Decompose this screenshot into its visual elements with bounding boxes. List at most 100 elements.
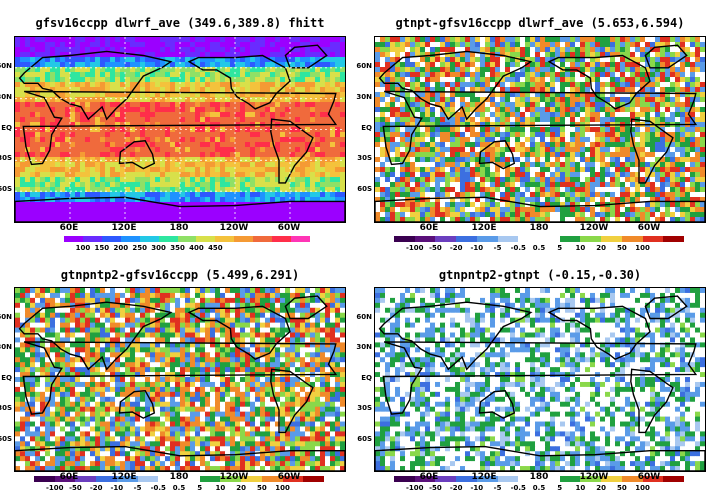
- field-cell: [470, 117, 476, 123]
- field-cell: [440, 47, 446, 53]
- field-cell: [190, 132, 196, 138]
- field-cell: [225, 212, 231, 218]
- field-cell: [180, 207, 186, 213]
- field-cell: [185, 92, 191, 98]
- field-cell: [335, 152, 341, 158]
- field-cell: [320, 127, 326, 133]
- field-cell: [380, 87, 386, 93]
- field-cell: [695, 127, 701, 133]
- field-cell: [75, 107, 81, 113]
- field-cell: [560, 42, 566, 48]
- field-cell: [570, 187, 576, 193]
- field-cell: [700, 97, 705, 103]
- field-cell: [470, 77, 476, 83]
- field-cell: [265, 52, 271, 58]
- field-cell: [480, 157, 486, 163]
- field-cell: [260, 217, 266, 222]
- field-cell: [500, 92, 506, 98]
- field-cell: [295, 52, 301, 58]
- field-cell: [65, 192, 71, 198]
- field-cell: [460, 82, 466, 88]
- field-cell: [595, 157, 601, 163]
- field-cell: [455, 217, 461, 222]
- map-field: [15, 288, 345, 471]
- field-cell: [110, 147, 116, 153]
- field-cell: [685, 207, 691, 213]
- field-cell: [180, 67, 186, 73]
- field-cell: [120, 47, 126, 53]
- field-cell: [425, 37, 431, 43]
- field-cell: [95, 122, 101, 128]
- field-cell: [610, 112, 616, 118]
- field-cell: [565, 167, 571, 173]
- field-cell: [450, 162, 456, 168]
- field-cell: [485, 112, 491, 118]
- field-cell: [180, 187, 186, 193]
- field-cell: [435, 212, 441, 218]
- field-cell: [275, 202, 281, 208]
- field-cell: [650, 102, 656, 108]
- field-cell: [660, 57, 666, 63]
- field-cell: [660, 142, 666, 148]
- field-cell: [235, 132, 241, 138]
- field-cell: [95, 47, 101, 53]
- field-cell: [565, 157, 571, 163]
- field-cell: [555, 107, 561, 113]
- field-cell: [100, 217, 106, 222]
- field-cell: [590, 127, 596, 133]
- field-cell: [230, 172, 236, 178]
- field-cell: [675, 217, 681, 222]
- field-cell: [490, 177, 496, 183]
- field-cell: [80, 122, 86, 128]
- field-cell: [250, 157, 256, 163]
- field-cell: [190, 147, 196, 153]
- field-cell: [95, 87, 101, 93]
- field-cell: [310, 72, 316, 78]
- colorbar-swatch: [642, 236, 664, 242]
- field-cell: [450, 42, 456, 48]
- field-cell: [165, 167, 171, 173]
- field-cell: [695, 42, 701, 48]
- field-cell: [415, 202, 421, 208]
- field-cell: [675, 107, 681, 113]
- field-cell: [615, 107, 621, 113]
- field-cell: [255, 97, 261, 103]
- field-cell: [205, 142, 211, 148]
- field-cell: [655, 87, 661, 93]
- field-cell: [555, 127, 561, 133]
- field-cell: [225, 137, 231, 143]
- field-cell: [310, 217, 316, 222]
- field-cell: [130, 182, 136, 188]
- field-cell: [630, 82, 636, 88]
- field-cell: [80, 177, 86, 183]
- field-cell: [425, 142, 431, 148]
- field-cell: [255, 87, 261, 93]
- field-cell: [540, 172, 546, 178]
- field-cell: [255, 217, 261, 222]
- field-cell: [335, 57, 341, 63]
- field-cell: [290, 172, 296, 178]
- field-cell: [280, 112, 286, 118]
- colorbar-tick-label: 100: [75, 244, 91, 252]
- field-cell: [120, 92, 126, 98]
- field-cell: [130, 107, 136, 113]
- field-cell: [695, 37, 701, 43]
- field-cell: [200, 137, 206, 143]
- field-cell: [485, 142, 491, 148]
- colorbar-swatch: [414, 236, 436, 242]
- field-cell: [310, 112, 316, 118]
- field-cell: [165, 207, 171, 213]
- field-cell: [465, 102, 471, 108]
- field-cell: [310, 107, 316, 113]
- field-cell: [555, 197, 561, 203]
- field-cell: [265, 172, 271, 178]
- field-cell: [235, 142, 241, 148]
- field-cell: [490, 67, 496, 73]
- field-cell: [285, 207, 291, 213]
- field-cell: [170, 117, 176, 123]
- field-cell: [520, 67, 526, 73]
- field-cell: [55, 82, 61, 88]
- field-cell: [565, 107, 571, 113]
- field-cell: [160, 87, 166, 93]
- field-cell: [595, 62, 601, 68]
